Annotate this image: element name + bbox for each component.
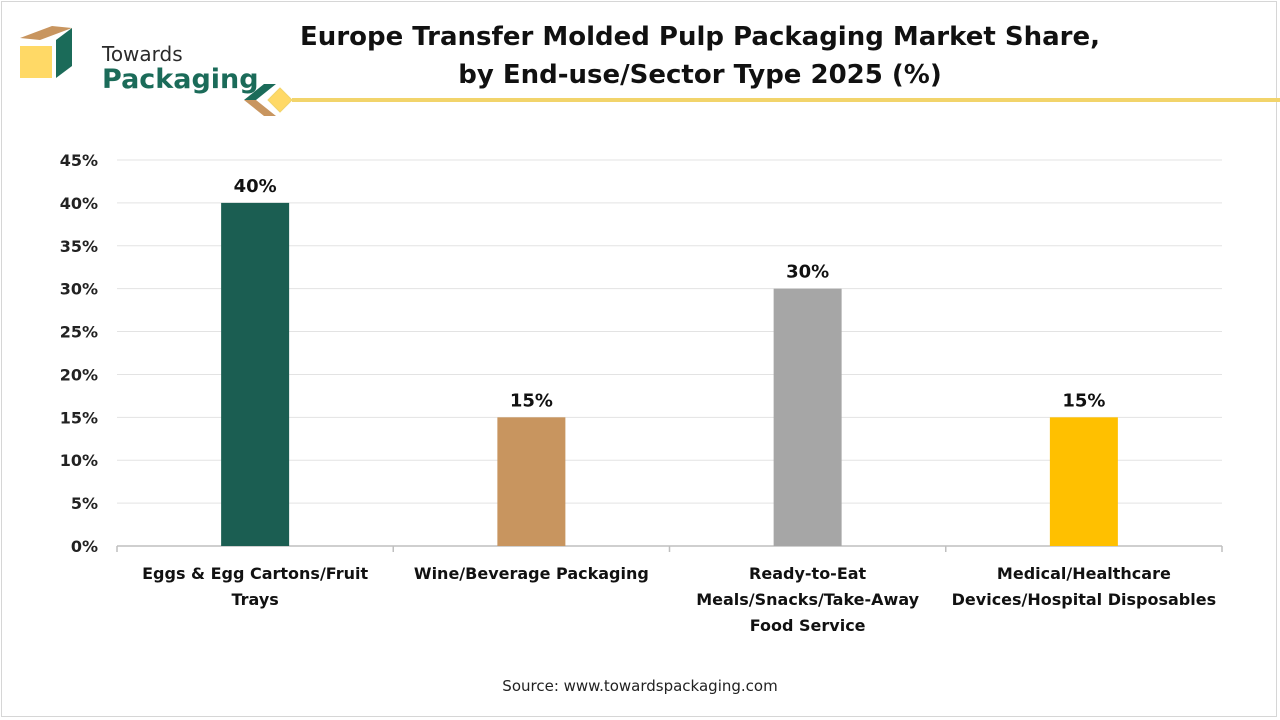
chart-title: Europe Transfer Molded Pulp Packaging Ma… (300, 22, 1100, 90)
x-category-label-line: Eggs & Egg Cartons/Fruit (142, 564, 368, 583)
title-divider (244, 84, 1280, 116)
logo-box-side (56, 28, 72, 78)
bar (497, 417, 566, 546)
package-box-icon (20, 26, 72, 78)
y-tick-label: 0% (71, 537, 98, 556)
bar-value-label: 30% (786, 262, 829, 283)
bar-value-label: 15% (1062, 390, 1105, 411)
x-category-label: Wine/Beverage Packaging (414, 564, 649, 583)
x-category-label-line: Devices/Hospital Disposables (952, 590, 1216, 609)
x-category-label: Medical/Healthcare Devices/Hospital Dispo… (952, 564, 1216, 609)
y-tick-label: 10% (60, 451, 98, 470)
y-tick-label: 40% (60, 194, 98, 213)
logo-box-front (20, 46, 52, 78)
x-category-label-line: Meals/Snacks/Take-Away (696, 590, 919, 609)
y-tick-label: 20% (60, 365, 98, 384)
bar (1049, 417, 1118, 546)
x-category-label: Eggs & Egg Cartons/Fruit Trays (142, 564, 368, 609)
bar (773, 288, 842, 546)
x-category-label-line: Wine/Beverage Packaging (414, 564, 649, 583)
y-tick-label: 35% (60, 237, 98, 256)
brand-name-line1: Towards (102, 42, 183, 66)
brand-logo: Towards Packaging (16, 20, 259, 95)
x-category-label-line: Medical/Healthcare (997, 564, 1171, 583)
source-note: Source: www.towardspackaging.com (502, 677, 778, 695)
bar-value-label: 15% (510, 390, 553, 411)
x-category-label-line: Food Service (750, 616, 866, 635)
bar (221, 202, 290, 546)
divider-diamond-icon (267, 87, 293, 113)
y-tick-label: 25% (60, 323, 98, 342)
divider-arrow-tan (244, 100, 276, 116)
y-tick-label: 30% (60, 280, 98, 299)
logo-box-lid (20, 26, 72, 40)
y-tick-label: 5% (71, 494, 98, 513)
divider-line (292, 98, 1280, 102)
y-tick-label: 45% (60, 151, 98, 170)
x-category-label-line: Ready-to-Eat (749, 564, 867, 583)
y-tick-label: 15% (60, 408, 98, 427)
bar-value-label: 40% (234, 176, 277, 197)
divider-arrow-green (244, 84, 276, 100)
x-category-label-line: Trays (231, 590, 278, 609)
x-category-label: Ready-to-Eat Meals/Snacks/Take-Away Food S… (696, 564, 919, 635)
brand-name-line2: Packaging (102, 64, 259, 95)
